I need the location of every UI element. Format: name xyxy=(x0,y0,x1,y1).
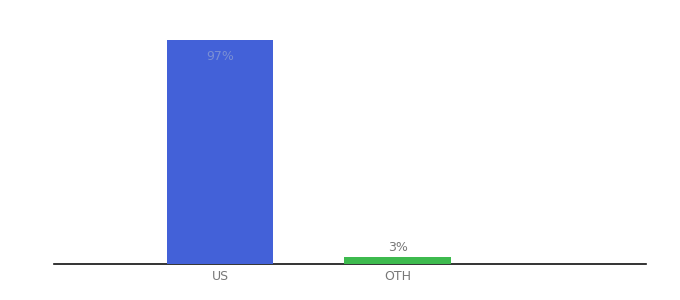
Text: 3%: 3% xyxy=(388,241,407,254)
Bar xyxy=(344,257,451,264)
Text: 97%: 97% xyxy=(206,50,234,63)
Bar xyxy=(167,40,273,264)
